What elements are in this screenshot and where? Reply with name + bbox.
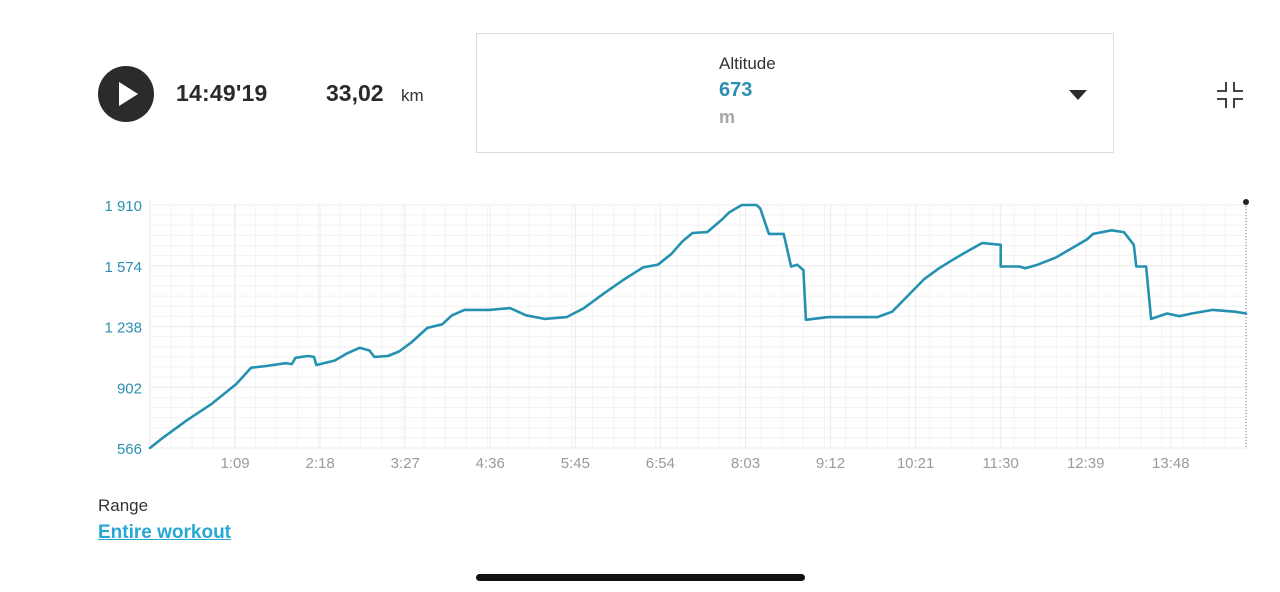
series-layer [148,203,1248,450]
x-tick-label: 1:09 [220,455,249,472]
x-tick-label: 13:48 [1152,455,1190,472]
cursor-layer [1243,199,1249,448]
metric-selector[interactable]: Altitude 673 m [476,33,1114,153]
y-tick-label: 902 [117,380,142,397]
distance-unit: km [401,86,424,105]
x-tick-label: 5:45 [561,455,590,472]
y-tick-label: 1 574 [104,259,142,276]
caret-down-icon[interactable] [1069,89,1087,101]
x-tick-label: 8:03 [731,455,760,472]
x-tick-label: 11:30 [982,455,1018,472]
y-tick-label: 1 238 [104,320,142,337]
x-tick-label: 6:54 [646,455,675,472]
metric-label: Altitude [719,54,776,73]
workout-duration: 14:49'19 [176,80,268,106]
chart-grid [149,200,1247,449]
x-tick-label: 9:12 [816,455,845,472]
position-cursor-marker [1243,199,1249,205]
x-tick-label: 3:27 [391,455,420,472]
y-axis: 1 910 1 574 1 238 902 566 [104,198,142,458]
metric-value: 673 [719,79,753,101]
altitude-chart: 1 910 1 574 1 238 902 566 1:09 2:18 3:27 4:36 5:… [104,198,1249,472]
altitude-line [148,203,1248,450]
x-axis: 1:09 2:18 3:27 4:36 5:45 6:54 8:03 9:12 10:21 11:… [220,455,1189,472]
range-selector-link[interactable]: Entire workout [98,522,232,543]
collapse-fullscreen-icon[interactable] [1215,80,1245,110]
x-tick-label: 12:39 [1067,455,1105,472]
play-icon [119,82,138,106]
play-button[interactable] [98,66,154,122]
x-tick-label: 4:36 [476,455,505,472]
y-tick-label: 566 [117,441,142,458]
workout-distance: 33,02 [326,80,384,106]
x-tick-label: 10:21 [897,455,935,472]
home-indicator [476,574,805,581]
x-tick-label: 2:18 [306,455,335,472]
y-tick-label: 1 910 [104,198,142,215]
metric-unit: m [719,107,736,127]
range-label: Range [98,496,149,515]
